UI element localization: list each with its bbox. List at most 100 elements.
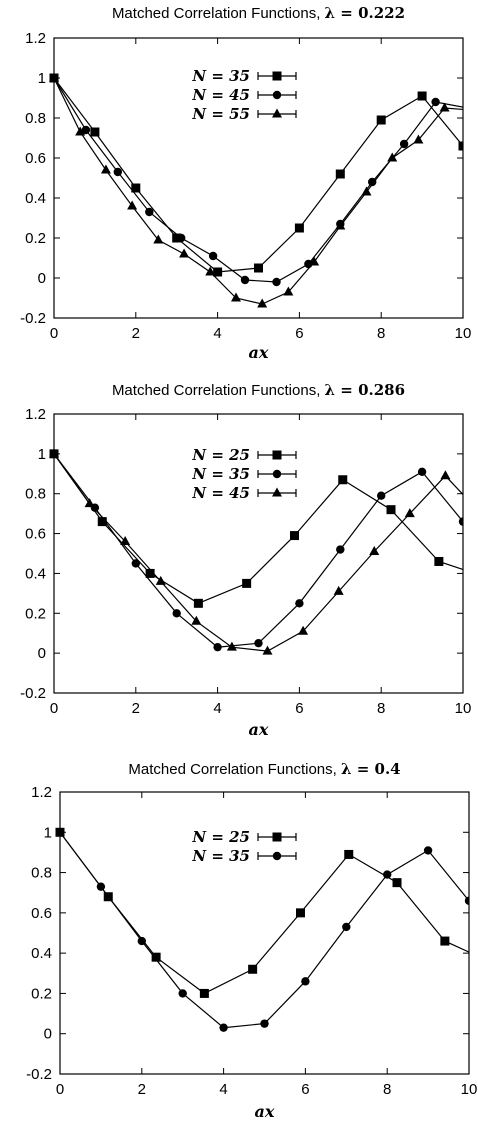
chart-title: Matched Correlation Functions, λ = 0.222 [112,4,405,22]
data-point-square [335,169,345,179]
data-point-square [199,988,209,998]
data-point-square [417,91,427,101]
x-tick-label: 10 [461,1081,478,1098]
data-point-triangle [387,152,398,162]
y-tick-label: 0.6 [31,905,52,922]
legend: N = 25N = 35N = 45 [191,446,297,502]
y-tick-label: 0.2 [25,605,46,622]
x-tick-label: 8 [377,700,385,717]
data-point-circle [342,922,351,932]
series-line [53,77,463,283]
data-point-triangle [413,134,424,144]
data-point-circle [178,989,187,998]
chart-2-svg: Matched Correlation Functions, λ = 0.286… [20,381,471,739]
data-point-circle [96,882,106,891]
y-tick-label: -0.2 [20,685,46,702]
series-line [53,453,463,652]
x-tick-label: 4 [213,700,221,717]
chart-title-text: Matched Correlation Functions, [112,5,325,22]
data-point-square [97,517,107,527]
series-square [49,449,463,608]
data-point-circle [81,125,91,135]
chart-title: Matched Correlation Functions, λ = 0.4 [128,760,400,778]
x-tick-label: 6 [295,325,303,342]
chart-title-text: Matched Correlation Functions, [128,761,341,778]
plot-frame [53,413,464,694]
series-square [55,827,469,998]
series-line [53,453,463,648]
data-point-triangle [361,186,372,196]
data-point-triangle [283,286,294,296]
data-point-circle [377,491,386,500]
data-point-square [338,475,348,485]
plot-frame [53,37,464,319]
data-point-square [151,952,161,962]
data-point-square [386,505,396,515]
data-point-square [344,849,354,859]
data-point-circle [213,642,222,652]
data-point-triangle [262,645,273,655]
legend-marker-square [272,832,282,842]
series-triangle [49,72,463,308]
data-point-circle [260,1019,269,1028]
y-tick-label: 1 [44,824,52,841]
x-axis-label: ax [255,1102,275,1121]
data-point-triangle [404,508,415,518]
legend-marker-square [272,71,282,81]
data-point-circle [254,638,263,648]
series-line [59,831,469,995]
data-point-circle [417,467,427,476]
x-tick-label: 6 [295,700,303,717]
x-axis-label: ax [249,720,269,739]
chart-panel-1: Matched Correlation Functions, λ = 0.222… [0,0,478,373]
data-point-circle [423,846,433,855]
data-point-circle [301,977,310,986]
chart-title-text: Matched Correlation Functions, [112,382,325,399]
data-point-circle [219,1023,228,1032]
x-tick-label: 10 [455,325,472,342]
data-point-square [392,878,402,888]
y-tick-label: -0.2 [26,1066,52,1083]
y-tick-label: 1 [38,70,46,87]
data-point-circle [383,870,392,879]
legend-marker-circle [272,90,282,100]
data-point-square [193,598,203,608]
y-tick-label: 0.4 [25,565,46,582]
x-tick-label: 6 [301,1081,309,1098]
series-circle [49,449,463,652]
data-point-square [242,578,252,588]
data-point-triangle [191,615,202,625]
x-axis-label: ax [249,343,269,362]
x-tick-label: 2 [138,1081,146,1098]
legend-label: N = 45 [191,484,250,502]
data-point-triangle [333,585,344,595]
data-point-square [294,223,304,233]
data-point-triangle [309,256,320,266]
series-square [49,73,463,277]
data-point-circle [368,177,377,187]
y-tick-label: 0.6 [25,526,46,543]
y-tick-label: 0.8 [25,110,46,127]
data-point-square [90,127,100,137]
data-point-square [458,141,463,151]
data-point-square [213,267,223,277]
data-point-triangle [369,546,380,556]
y-tick-label: -0.2 [20,310,46,327]
x-tick-label: 8 [383,1081,391,1098]
data-point-square [440,936,450,946]
data-point-triangle [439,102,450,112]
data-point-circle [113,167,123,177]
y-tick-label: 0.4 [25,190,46,207]
series-triangle [49,448,463,655]
data-point-circle [208,251,218,261]
data-point-circle [137,936,146,946]
y-tick-label: 1.2 [25,406,46,423]
y-tick-label: 0.8 [31,865,52,882]
data-point-triangle [298,625,309,635]
data-point-circle [431,97,440,107]
y-tick-label: 1.2 [31,784,52,801]
data-point-triangle [84,498,95,508]
data-point-triangle [100,164,111,174]
y-tick-label: 0.8 [25,486,46,503]
legend-label: N = 35 [191,67,250,85]
